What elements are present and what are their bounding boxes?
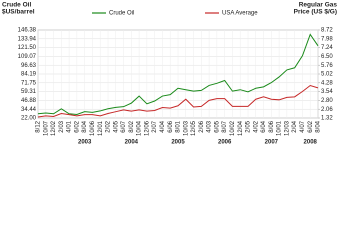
x-tick-label: 6/02 xyxy=(308,120,314,132)
y2-title: Price (US $/G) xyxy=(294,9,337,16)
y2-title: Regular Gas xyxy=(299,2,338,9)
x-tick-label: 6/07 xyxy=(121,120,127,132)
year-label: 2008 xyxy=(304,140,318,146)
x-tick-label: 12/03 xyxy=(284,120,290,136)
series-line xyxy=(37,33,319,115)
x-tick-label: 10/02 xyxy=(230,120,236,136)
y-tick-label: 59.31 xyxy=(21,89,37,95)
x-tick-label: 2/02 xyxy=(106,120,112,132)
chart: Crude Oil $US/barrel Regular Gas Price (… xyxy=(2,2,338,146)
x-tick-label: 6/04 xyxy=(261,120,267,132)
x-tick-label: 4/07 xyxy=(300,120,306,132)
y-tick-label: 46.88 xyxy=(21,98,37,104)
x-tick-label: 10/04 xyxy=(137,120,143,136)
y2-tick-label: 5.02 xyxy=(321,72,333,78)
y-tick-label: 84.19 xyxy=(21,72,37,78)
y2-tick-label: 7.98 xyxy=(321,36,333,42)
y-tick-label: 133.94 xyxy=(18,36,37,42)
x-tick-label: 12/06 xyxy=(144,120,150,136)
x-tick-label: 6/05 xyxy=(214,120,220,132)
x-tick-label: 12/02 xyxy=(51,120,57,136)
x-tick-label: 8/07 xyxy=(222,120,228,132)
x-tick-label: 12/01 xyxy=(98,120,104,136)
x-tick-label: 12/05 xyxy=(191,120,197,136)
y-tick-label: 22.00 xyxy=(21,116,37,122)
y2-tick-label: 6.50 xyxy=(321,54,333,60)
x-tick-label: 4/03 xyxy=(207,120,213,132)
x-tick-label: 8/04 xyxy=(316,120,322,132)
y2-tick-label: 8.72 xyxy=(321,28,333,34)
x-tick-label: 4/02 xyxy=(253,120,259,132)
x-tick-label: 4/01 xyxy=(67,120,73,132)
x-tick-label: 8/06 xyxy=(269,120,275,132)
y2-tick-label: 1.32 xyxy=(321,116,333,122)
x-tick-label: 2/05 xyxy=(246,120,252,132)
x-tick-label: 10/01 xyxy=(277,120,283,136)
y2-tick-label: 4.28 xyxy=(321,80,333,86)
y-tick-label: 109.07 xyxy=(18,54,37,60)
x-tick-label: 10/06 xyxy=(90,120,96,136)
y-tick-label: 96.63 xyxy=(21,63,37,69)
x-tick-label: 4/05 xyxy=(113,120,119,132)
x-tick-label: 8/02 xyxy=(129,120,135,132)
x-tick-label: 2/06 xyxy=(199,120,205,132)
y-tick-label: 146.38 xyxy=(18,28,37,34)
y2-tick-label: 2.06 xyxy=(321,107,333,113)
x-tick-label: 10/03 xyxy=(183,120,189,136)
x-tick-label: 6/06 xyxy=(168,120,174,132)
legend-label: Crude Oil xyxy=(109,11,134,17)
x-tick-label: 12/04 xyxy=(238,120,244,136)
y-tick-label: 121.50 xyxy=(18,45,37,51)
x-tick-label: 2/04 xyxy=(292,120,298,132)
y-title: $US/barrel xyxy=(2,9,35,16)
x-tick-label: 2/03 xyxy=(59,120,65,132)
y-title: Crude Oil xyxy=(2,2,31,9)
year-label: 2007 xyxy=(265,140,279,146)
y2-tick-label: 3.54 xyxy=(321,89,333,95)
y2-tick-label: 7.24 xyxy=(321,45,333,51)
x-tick-label: 8/01 xyxy=(176,120,182,132)
x-tick-label: 8/12 xyxy=(36,120,42,132)
year-label: 2005 xyxy=(171,140,185,146)
y-tick-label: 34.44 xyxy=(21,107,37,113)
series-line xyxy=(37,84,319,118)
y2-tick-label: 2.80 xyxy=(321,98,333,104)
x-tick-label: 4/04 xyxy=(160,120,166,132)
legend-label: USA Average xyxy=(222,11,258,17)
year-label: 2006 xyxy=(218,140,232,146)
x-tick-label: 6/02 xyxy=(74,120,80,132)
x-tick-label: 2/07 xyxy=(152,120,158,132)
year-label: 2004 xyxy=(125,140,139,146)
x-tick-label: 10/07 xyxy=(43,120,49,136)
year-label: 2003 xyxy=(78,140,92,146)
y2-tick-label: 5.76 xyxy=(321,63,333,69)
y-tick-label: 71.75 xyxy=(21,80,37,86)
x-tick-label: 8/04 xyxy=(82,120,88,132)
